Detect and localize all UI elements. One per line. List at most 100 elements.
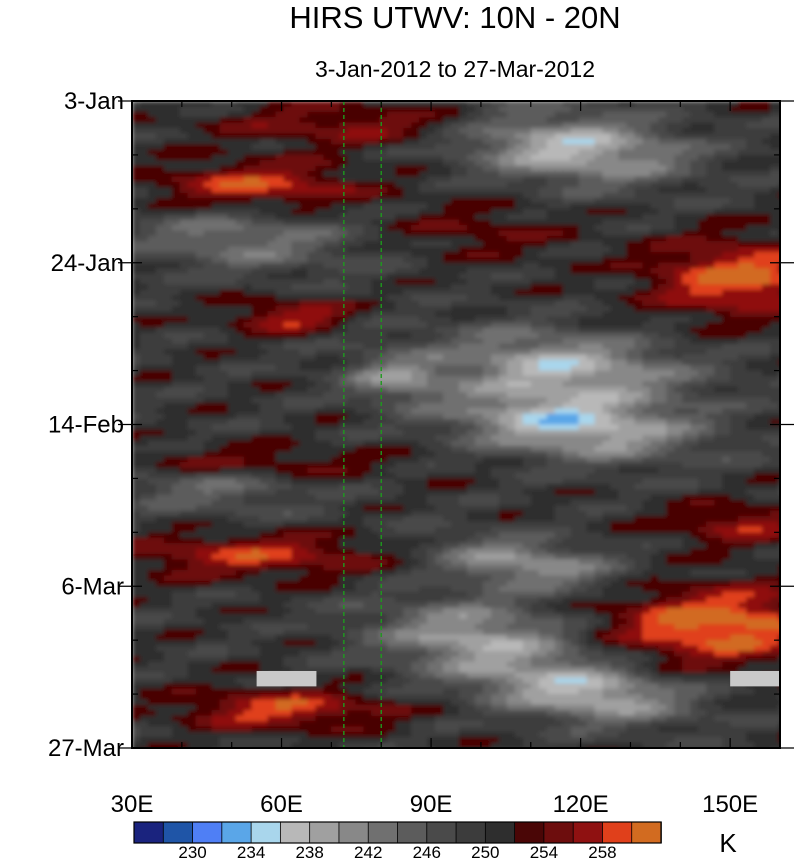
heatmap-cell [363, 106, 372, 113]
heatmap-cell [275, 235, 285, 242]
heatmap-cell [570, 133, 580, 140]
heatmap-cell [347, 251, 356, 258]
heatmap-cell [466, 133, 476, 140]
heatmap-cell [682, 117, 691, 124]
heatmap-cell [634, 219, 644, 226]
heatmap-cell [506, 149, 516, 156]
heatmap-cell [427, 230, 436, 237]
heatmap-cell [451, 225, 460, 231]
heatmap-cell [746, 246, 755, 253]
heatmap-cell [331, 375, 340, 382]
heatmap-cell [634, 171, 644, 178]
heatmap-cell [227, 311, 237, 318]
heatmap-cell [538, 370, 548, 377]
heatmap-cell [259, 343, 269, 350]
heatmap-cell [642, 214, 651, 221]
heatmap-cell [770, 402, 779, 409]
heatmap-cell [267, 144, 277, 151]
heatmap-cell [586, 257, 596, 264]
heatmap-cell [498, 419, 508, 426]
heatmap-cell [195, 122, 205, 129]
heatmap-cell [379, 381, 388, 388]
heatmap-cell [530, 349, 540, 356]
heatmap-cell [458, 402, 468, 409]
heatmap-cell [658, 381, 667, 388]
heatmap-cell [730, 402, 739, 409]
heatmap-cell [506, 203, 516, 210]
heatmap-cell [155, 300, 165, 307]
heatmap-cell [291, 208, 301, 215]
heatmap-cell [618, 349, 628, 356]
heatmap-cell [594, 230, 604, 237]
heatmap-cell [706, 117, 715, 124]
heatmap-cell [618, 230, 628, 237]
heatmap-cell [674, 381, 683, 388]
heatmap-cell [746, 187, 755, 194]
heatmap-cell [578, 160, 588, 167]
heatmap-cell [211, 246, 221, 253]
heatmap-cell [267, 203, 277, 210]
heatmap-cell [706, 359, 715, 366]
heatmap-cell [427, 203, 436, 210]
heatmap-cell [458, 225, 468, 231]
heatmap-cell [427, 370, 436, 377]
heatmap-cell [139, 305, 149, 312]
heatmap-cell [530, 160, 540, 167]
heatmap-cell [219, 343, 229, 350]
heatmap-cell [578, 375, 588, 382]
heatmap-cell [363, 181, 372, 188]
heatmap-cell [347, 365, 356, 372]
heatmap-cell [514, 359, 524, 366]
heatmap-cell [347, 230, 356, 237]
heatmap-cell [714, 203, 723, 210]
heatmap-cell [666, 305, 675, 312]
heatmap-cell [243, 322, 253, 329]
heatmap-cell [155, 397, 165, 404]
heatmap-cell [522, 295, 532, 302]
heatmap-cell [730, 295, 739, 302]
heatmap-cell [458, 284, 468, 291]
heatmap-cell [291, 192, 301, 199]
heatmap-cell [738, 219, 747, 226]
heatmap-cell [578, 316, 588, 323]
heatmap-cell [371, 402, 380, 409]
heatmap-cell [283, 262, 293, 269]
heatmap-cell [458, 343, 468, 350]
heatmap-cell [482, 295, 492, 302]
heatmap-cell [283, 284, 293, 291]
heatmap-cell [658, 165, 667, 172]
heatmap-cell [466, 219, 476, 226]
heatmap-cell [546, 397, 556, 404]
heatmap-cell [219, 203, 229, 210]
heatmap-cell [427, 165, 436, 172]
heatmap-cell [618, 300, 628, 307]
heatmap-cell [554, 397, 564, 404]
heatmap-cell [307, 171, 317, 178]
heatmap-cell [578, 235, 588, 242]
heatmap-cell [482, 284, 492, 291]
heatmap-cell [139, 262, 149, 269]
heatmap-cell [203, 284, 213, 291]
heatmap-cell [586, 106, 596, 113]
heatmap-cell [714, 257, 723, 264]
heatmap-cell [395, 413, 404, 420]
heatmap-cell [490, 181, 500, 188]
heatmap-cell [474, 111, 484, 118]
heatmap-cell [347, 349, 356, 356]
heatmap-cell [770, 230, 779, 237]
heatmap-cell [155, 101, 165, 107]
heatmap-cell [283, 332, 293, 339]
heatmap-cell [458, 305, 468, 312]
heatmap-cell [658, 278, 667, 285]
heatmap-cell [395, 343, 404, 350]
heatmap-cell [514, 354, 524, 361]
heatmap-cell [227, 354, 237, 361]
heatmap-cell [786, 220, 795, 226]
heatmap-cell [243, 192, 253, 199]
heatmap-cell [786, 387, 795, 393]
heatmap-cell [698, 278, 707, 285]
heatmap-cell [562, 214, 572, 221]
heatmap-cell [235, 246, 245, 253]
heatmap-cell [299, 386, 309, 393]
heatmap-cell [562, 349, 572, 356]
